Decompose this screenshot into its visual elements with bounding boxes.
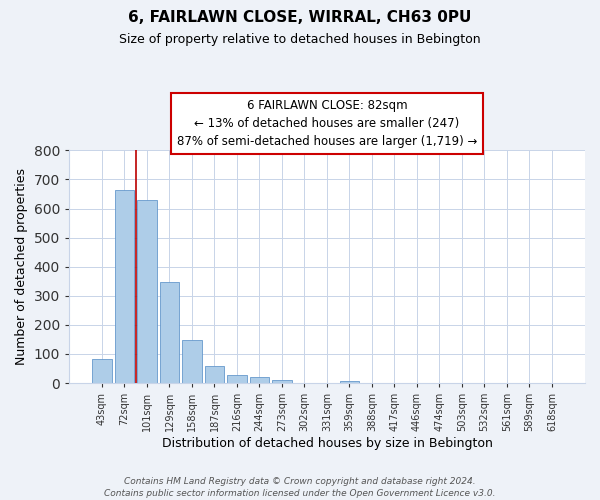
Text: 6 FAIRLAWN CLOSE: 82sqm
← 13% of detached houses are smaller (247)
87% of semi-d: 6 FAIRLAWN CLOSE: 82sqm ← 13% of detache… xyxy=(177,99,477,148)
Bar xyxy=(137,200,157,383)
Bar xyxy=(205,366,224,383)
X-axis label: Distribution of detached houses by size in Bebington: Distribution of detached houses by size … xyxy=(161,437,493,450)
Bar xyxy=(227,375,247,383)
Bar xyxy=(340,381,359,383)
Bar xyxy=(115,190,134,383)
Y-axis label: Number of detached properties: Number of detached properties xyxy=(15,168,28,365)
Text: Contains HM Land Registry data © Crown copyright and database right 2024.
Contai: Contains HM Land Registry data © Crown c… xyxy=(104,476,496,498)
Bar xyxy=(160,282,179,383)
Bar xyxy=(250,377,269,383)
Bar xyxy=(272,380,292,383)
Text: 6, FAIRLAWN CLOSE, WIRRAL, CH63 0PU: 6, FAIRLAWN CLOSE, WIRRAL, CH63 0PU xyxy=(128,10,472,25)
Text: Size of property relative to detached houses in Bebington: Size of property relative to detached ho… xyxy=(119,32,481,46)
Bar xyxy=(92,359,112,383)
Bar xyxy=(182,340,202,383)
